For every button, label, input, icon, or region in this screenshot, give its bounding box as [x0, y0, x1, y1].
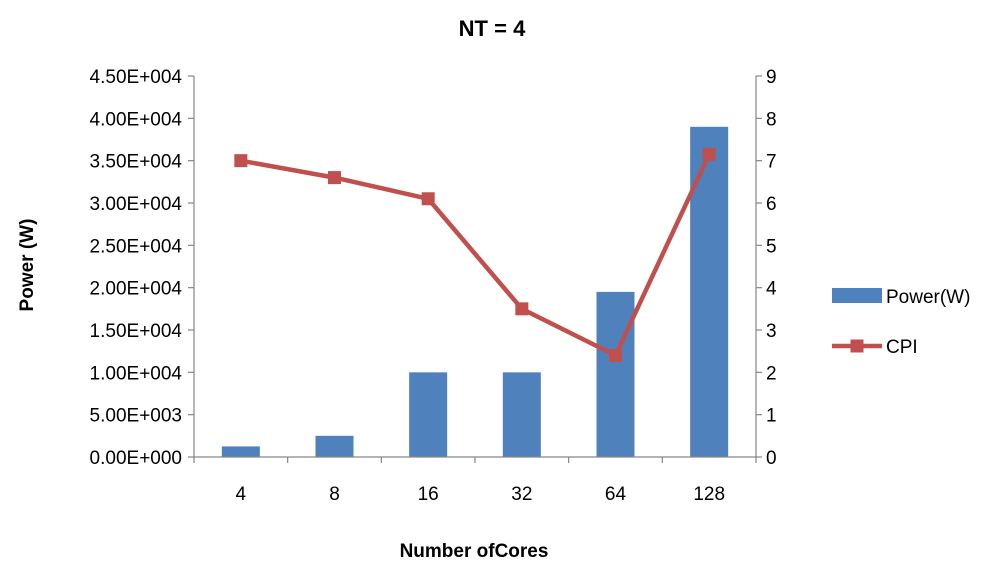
y-tick-label: 3.50E+004 [90, 152, 183, 173]
legend-label-cpi: CPI [886, 337, 918, 358]
y-tick-label: 4.00E+004 [90, 109, 183, 130]
y2-tick-label: 0 [766, 448, 777, 469]
x-tick-label: 128 [693, 484, 725, 505]
cpi-line [240, 153, 712, 358]
y2-tick-label: 2 [766, 363, 777, 384]
cpi-marker-32 [515, 302, 529, 316]
y-tick-label: 2.00E+004 [90, 279, 183, 300]
y-tick-label: 5.00E+003 [90, 406, 182, 427]
y2-tick-label: 4 [766, 279, 777, 300]
cpi-marker-8 [328, 171, 341, 185]
y-tick-label: 2.50E+004 [90, 236, 183, 257]
cpi-marker-64 [609, 348, 622, 362]
x-tick-label: 32 [511, 484, 532, 505]
bar-power-4 [221, 446, 260, 457]
y2-tick-label: 1 [766, 406, 777, 427]
cpi-marker-4 [234, 154, 248, 168]
cpi-marker-128 [702, 147, 716, 161]
y-axis-title: Power (W) [17, 219, 38, 312]
x-tick-label: 16 [418, 484, 439, 505]
y2-tick-label: 7 [766, 152, 777, 173]
y2-tick-label: 5 [766, 236, 777, 257]
x-tick-label: 64 [605, 484, 627, 505]
x-tick-label: 4 [236, 484, 247, 505]
legend-label-power: Power(W) [886, 287, 970, 308]
bar-power-128 [690, 126, 729, 458]
bar-power-32 [502, 372, 541, 457]
y-tick-label: 0.00E+000 [90, 448, 182, 469]
y-tick-label: 4.50E+004 [90, 67, 183, 88]
plot-area: 0.00E+000 5.00E+003 1.00E+004 1.50E+004 2.00… [90, 67, 777, 505]
legend-swatch-cpi-marker [850, 339, 864, 353]
y2-tick-label: 8 [766, 109, 777, 130]
chart-title: NT = 4 [459, 16, 526, 41]
y-tick-label: 3.00E+004 [90, 194, 183, 215]
y2-tick-label: 9 [766, 67, 777, 88]
bar-power-64 [596, 291, 635, 457]
cpi-marker-16 [421, 192, 435, 206]
legend-swatch-power [832, 288, 882, 303]
y-tick-label: 1.00E+004 [90, 363, 183, 384]
bar-power-8 [315, 435, 354, 457]
y-tick-label: 1.50E+004 [90, 321, 183, 342]
x-tick-label: 8 [329, 484, 340, 505]
x-axis-title: Number ofCores [400, 541, 549, 562]
y2-tick-label: 6 [766, 194, 777, 215]
bar-power-16 [409, 372, 448, 457]
legend: Power(W) CPI [832, 287, 970, 358]
y2-tick-label: 3 [766, 321, 777, 342]
